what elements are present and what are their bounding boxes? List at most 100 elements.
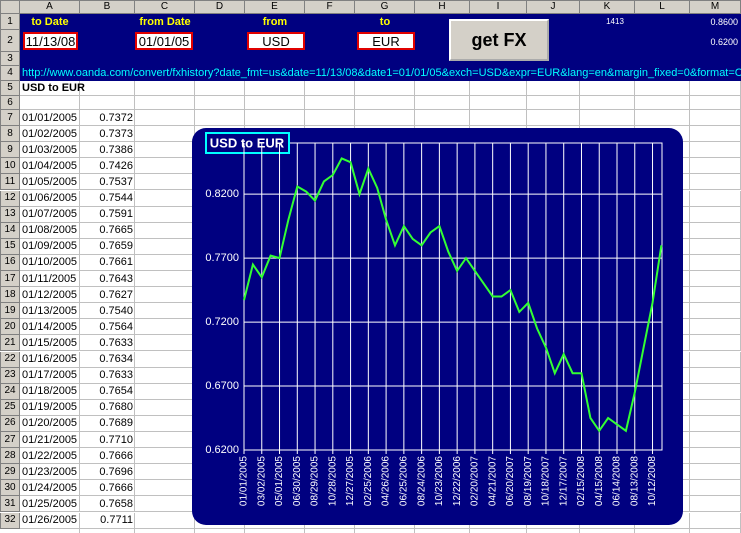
column-header[interactable]: K: [580, 0, 635, 14]
row-header[interactable]: 4: [0, 66, 20, 81]
x-tick-label: 02/20/2007: [470, 456, 481, 506]
row-header[interactable]: 21: [0, 335, 20, 352]
row-header[interactable]: 28: [0, 448, 20, 465]
row-header[interactable]: 10: [0, 158, 20, 175]
row-header[interactable]: 8: [0, 126, 20, 143]
rate-cell: 0.7426: [99, 159, 133, 172]
row-header[interactable]: 14: [0, 222, 20, 239]
cell: [80, 287, 135, 304]
rate-cell: 0.7373: [99, 127, 133, 140]
y-tick-label: 0.6700: [205, 380, 239, 392]
cell: [80, 174, 135, 191]
cell: [470, 110, 527, 127]
row-header[interactable]: 9: [0, 142, 20, 159]
cell: [580, 81, 635, 96]
row-header[interactable]: 6: [0, 96, 20, 110]
y-tick-label: 0.6200: [205, 444, 239, 456]
column-header[interactable]: H: [415, 0, 470, 14]
from-date-input[interactable]: 01/01/05: [135, 32, 193, 50]
cell: [80, 448, 135, 465]
row-header[interactable]: 30: [0, 480, 20, 497]
from-label: from: [262, 15, 288, 28]
rate-cell: 0.7696: [99, 465, 133, 478]
date-cell: 01/09/2005: [22, 240, 78, 253]
row-header[interactable]: 26: [0, 415, 20, 432]
cell: [20, 206, 80, 223]
cell: [80, 383, 135, 400]
row-header[interactable]: 29: [0, 464, 20, 481]
row-header[interactable]: 1: [0, 14, 20, 30]
get-fx-button[interactable]: get FX: [449, 19, 549, 61]
column-header[interactable]: J: [527, 0, 580, 14]
cell: [195, 96, 245, 110]
row-header[interactable]: 23: [0, 367, 20, 384]
row-header[interactable]: 25: [0, 399, 20, 416]
row-header[interactable]: 16: [0, 254, 20, 271]
date-cell: 01/19/2005: [22, 401, 78, 414]
fx-line: [243, 157, 663, 433]
to-label: to: [379, 15, 391, 28]
row-header[interactable]: 24: [0, 383, 20, 400]
rate-cell: 0.7710: [99, 433, 133, 446]
rate-cell: 0.7661: [99, 256, 133, 269]
cell: [80, 415, 135, 432]
row-header[interactable]: 17: [0, 271, 20, 288]
cell: [20, 351, 80, 368]
row-header[interactable]: 12: [0, 190, 20, 207]
rate-cell: 0.7711: [100, 514, 133, 527]
rate-cell: 0.7540: [99, 304, 133, 317]
column-header[interactable]: E: [245, 0, 305, 14]
row-header[interactable]: 5: [0, 81, 20, 96]
row-header[interactable]: 13: [0, 206, 20, 223]
cell: [20, 496, 80, 513]
row-header[interactable]: 2: [0, 30, 20, 52]
cell: [20, 81, 80, 96]
row-header[interactable]: 15: [0, 238, 20, 255]
row-header[interactable]: 27: [0, 432, 20, 449]
date-cell: 01/26/2005: [22, 514, 78, 527]
column-header[interactable]: F: [305, 0, 355, 14]
cell: [20, 158, 80, 175]
cell: [527, 96, 580, 110]
row-header[interactable]: 11: [0, 174, 20, 191]
row-header[interactable]: 22: [0, 351, 20, 368]
column-header[interactable]: G: [355, 0, 415, 14]
rate-cell: 0.7372: [99, 111, 133, 124]
cell: [195, 528, 245, 533]
cell: [20, 367, 80, 384]
row-header[interactable]: 32: [0, 512, 20, 529]
chart-title-box: [205, 132, 290, 154]
column-header[interactable]: B: [80, 0, 135, 14]
cell: [580, 96, 635, 110]
row-header[interactable]: 3: [0, 52, 20, 66]
x-tick-label: 10/28/2005: [327, 456, 338, 506]
column-header[interactable]: D: [195, 0, 245, 14]
date-cell: 01/15/2005: [22, 336, 78, 349]
column-header[interactable]: C: [135, 0, 195, 14]
cell: [635, 512, 690, 529]
to-date-input[interactable]: 11/13/08: [23, 32, 78, 50]
x-tick-label: 08/24/2006: [416, 456, 427, 506]
cell: [135, 96, 195, 110]
date-cell: 01/11/2005: [22, 272, 77, 285]
row-header[interactable]: 31: [0, 496, 20, 513]
corner: [0, 0, 20, 14]
cell: [245, 110, 305, 127]
column-header[interactable]: I: [470, 0, 527, 14]
rate-cell: 0.7654: [99, 385, 133, 398]
row-header[interactable]: 20: [0, 319, 20, 336]
cell: [305, 81, 355, 96]
cell: [80, 399, 135, 416]
from-currency-input[interactable]: USD: [247, 32, 305, 50]
url[interactable]: http://www.oanda.com/convert/fxhistory?d…: [22, 67, 741, 79]
column-header[interactable]: L: [635, 0, 690, 14]
to-currency-input[interactable]: EUR: [357, 32, 415, 50]
row-header[interactable]: 18: [0, 287, 20, 304]
cell: [20, 319, 80, 336]
date-cell: 01/07/2005: [22, 208, 78, 221]
row-header[interactable]: 19: [0, 303, 20, 320]
m2-value: 0.6200: [710, 36, 738, 47]
column-header[interactable]: A: [20, 0, 80, 14]
row-header[interactable]: 7: [0, 110, 20, 127]
cell: [195, 110, 245, 127]
